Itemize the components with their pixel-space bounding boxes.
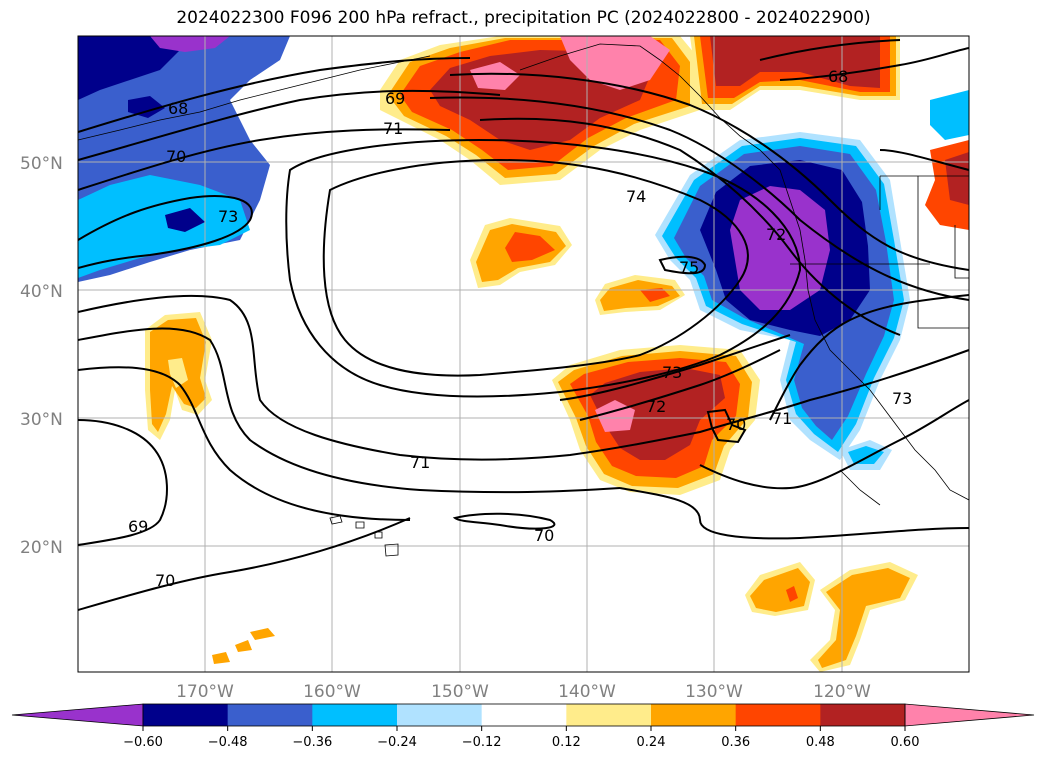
contour-label: 73 bbox=[892, 389, 912, 408]
precip-region-coast-blue-2 bbox=[848, 446, 884, 464]
colorbar-tick-label: 0.24 bbox=[637, 735, 666, 750]
contour-label: 70 bbox=[726, 415, 746, 434]
contour-label: 68 bbox=[828, 67, 848, 86]
colorbar-tick-label: −0.12 bbox=[462, 735, 502, 750]
colorbar-segment bbox=[143, 704, 229, 726]
colorbar-ticks: −0.60 −0.48 −0.36 −0.24 −0.12 0.12 0.24 0.36 0.4… bbox=[123, 726, 919, 750]
precip-region-sw-small-2 bbox=[235, 640, 252, 652]
contour-label: 71 bbox=[410, 453, 430, 472]
precip-region-nw-navy-2 bbox=[128, 96, 165, 118]
lat-label: 50°N bbox=[20, 154, 63, 174]
graticule bbox=[78, 36, 969, 672]
colorbar-segment bbox=[397, 704, 483, 726]
colorbar-frame bbox=[142, 703, 906, 727]
contour-label: 70 bbox=[534, 526, 554, 545]
contour-label: 72 bbox=[646, 397, 666, 416]
contour-labels: 68 69 70 71 73 74 75 72 73 72 71 70 73 7… bbox=[128, 67, 912, 590]
precip-region-se-red bbox=[786, 586, 798, 602]
longitude-labels: 170°W 160°W 150°W 140°W 130°W 120°W bbox=[176, 682, 871, 702]
precipitation-field: 68 69 70 71 73 74 75 72 73 72 71 70 73 7… bbox=[78, 36, 969, 672]
precip-region-nw-cyan bbox=[78, 175, 250, 278]
colorbar-segment bbox=[312, 704, 398, 726]
colorbar-tick-label: −0.60 bbox=[123, 735, 163, 750]
contour-label: 72 bbox=[766, 225, 786, 244]
contour-label: 70 bbox=[155, 571, 175, 590]
lon-label: 120°W bbox=[813, 682, 871, 702]
contour-label: 69 bbox=[128, 517, 148, 536]
colorbar-tick-label: −0.24 bbox=[377, 735, 417, 750]
precip-region-mid-red bbox=[505, 232, 555, 262]
contour-label: 68 bbox=[168, 99, 188, 118]
latitude-labels: 50°N 40°N 30°N 20°N bbox=[20, 154, 63, 558]
precip-region-nw-navy-3 bbox=[165, 208, 205, 232]
precip-region-mid2-orange bbox=[600, 280, 680, 311]
precip-region-nw-purple bbox=[150, 36, 230, 52]
precip-region-se2-orange bbox=[818, 568, 910, 668]
colorbar-segment bbox=[820, 704, 906, 726]
colorbar-segment bbox=[481, 704, 567, 726]
lon-label: 130°W bbox=[685, 682, 743, 702]
contour-label: 73 bbox=[218, 207, 238, 226]
precip-region-east-purple bbox=[730, 186, 830, 310]
precip-region-far-ne-blue bbox=[930, 90, 969, 140]
colorbar-tick-label: 0.60 bbox=[891, 735, 920, 750]
colorbar-arrow-high bbox=[904, 703, 1035, 727]
contour-label: 71 bbox=[383, 119, 403, 138]
colorbar-segment bbox=[651, 704, 737, 726]
map-title: 2024022300 F096 200 hPa refract., precip… bbox=[176, 8, 871, 28]
lon-label: 150°W bbox=[431, 682, 489, 702]
colorbar-tick-label: 0.48 bbox=[806, 735, 835, 750]
contour-label: 75 bbox=[679, 258, 699, 277]
refractivity-contours bbox=[78, 39, 969, 611]
coastlines bbox=[78, 43, 969, 557]
precip-region-south-firebrick bbox=[590, 368, 725, 460]
contour-label: 74 bbox=[626, 187, 646, 206]
colorbar: −0.60 −0.48 −0.36 −0.24 −0.12 0.12 0.24 0.36 0.4… bbox=[11, 703, 1035, 750]
precip-region-north-pink-2 bbox=[470, 62, 520, 90]
contour-label: 69 bbox=[385, 89, 405, 108]
lat-label: 40°N bbox=[20, 282, 63, 302]
lat-label: 20°N bbox=[20, 538, 63, 558]
lat-label: 30°N bbox=[20, 410, 63, 430]
contour-label: 70 bbox=[166, 147, 186, 166]
plot-frame bbox=[77, 35, 970, 673]
colorbar-arrow-low bbox=[11, 703, 144, 727]
colorbar-segment bbox=[566, 704, 652, 726]
colorbar-segment bbox=[735, 704, 821, 726]
precip-region-sw-small-3 bbox=[212, 652, 230, 664]
colorbar-tick-label: 0.36 bbox=[721, 735, 750, 750]
colorbar-tick-label: 0.12 bbox=[552, 735, 581, 750]
precip-region-nw-navy bbox=[78, 36, 180, 100]
colorbar-tick-label: −0.36 bbox=[292, 735, 332, 750]
lon-label: 160°W bbox=[303, 682, 361, 702]
colorbar-tick-label: −0.48 bbox=[208, 735, 248, 750]
colorbar-segments bbox=[11, 703, 1035, 727]
contour-label: 73 bbox=[662, 363, 682, 382]
colorbar-segment bbox=[227, 704, 313, 726]
precip-region-se-orange bbox=[750, 568, 810, 612]
precip-region-mid2-red bbox=[640, 288, 670, 302]
lon-label: 170°W bbox=[176, 682, 234, 702]
precip-region-sw-small-1 bbox=[250, 628, 275, 640]
contour-label: 71 bbox=[772, 409, 792, 428]
lon-label: 140°W bbox=[558, 682, 616, 702]
